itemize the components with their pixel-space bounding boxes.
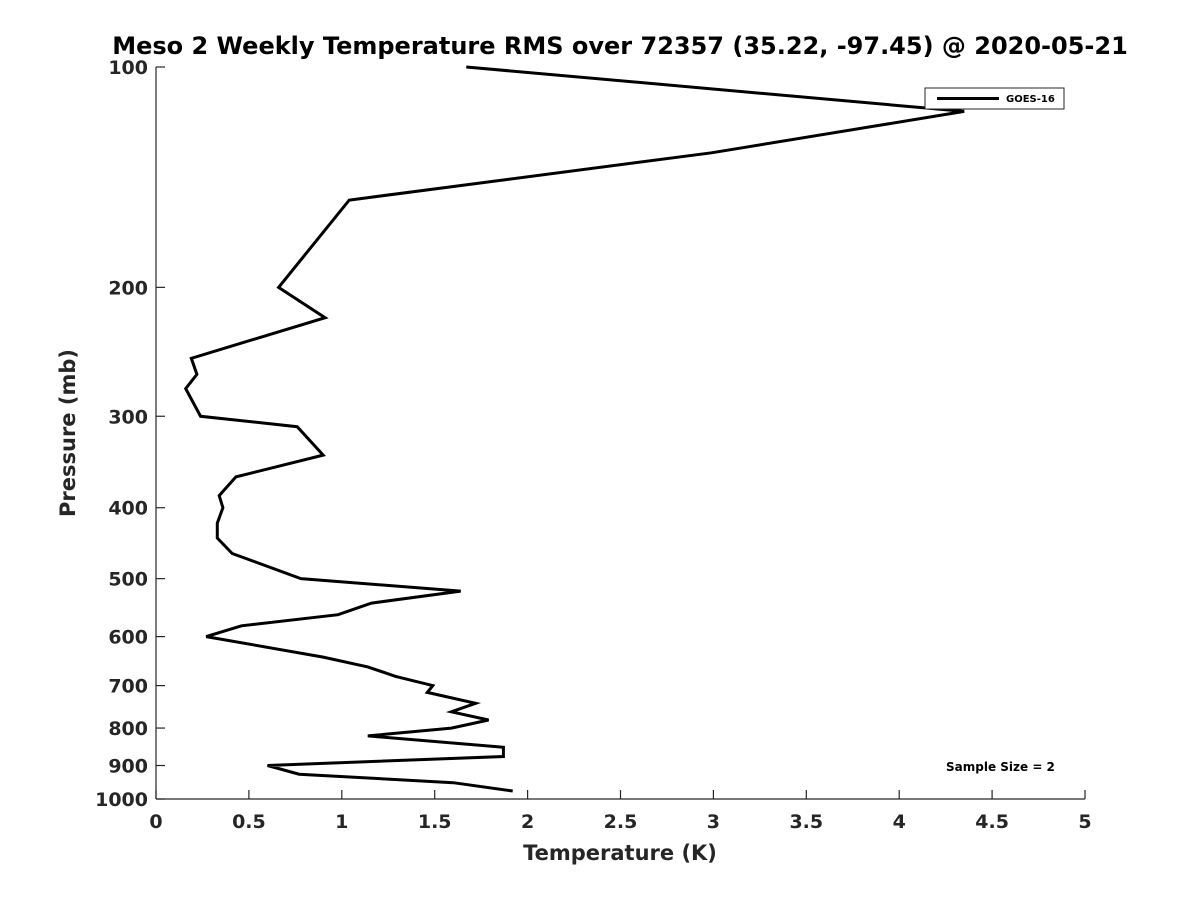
y-tick-label: 500	[108, 569, 148, 591]
y-tick-label: 400	[108, 498, 148, 520]
plot-area: 0 0.5 1 1.5 2 2.5 3 3.5 4 4.5 5 100 200 300 400 500 600…	[95, 57, 1092, 833]
x-axis-ticks: 0 0.5 1 1.5 2 2.5 3 3.5 4 4.5 5	[149, 790, 1092, 833]
legend-label-goes-16: GOES-16	[1006, 94, 1055, 105]
y-axis-ticks: 100 200 300 400 500 600 700 800 900 1000	[95, 57, 165, 811]
sample-size-annotation: Sample Size = 2	[946, 760, 1055, 774]
y-tick-label: 600	[108, 627, 148, 649]
x-tick-label: 0	[149, 811, 162, 833]
y-tick-label: 200	[108, 277, 148, 299]
y-axis-label: Pressure (mb)	[56, 349, 80, 517]
series-line-goes-16	[183, 65, 965, 793]
x-tick-label: 2	[521, 811, 534, 833]
series-layer	[183, 65, 965, 793]
x-tick-label: 1	[335, 811, 348, 833]
chart-title: Meso 2 Weekly Temperature RMS over 72357…	[112, 32, 1128, 60]
y-tick-label: 900	[108, 756, 148, 778]
x-tick-label: 3.5	[789, 811, 823, 833]
x-tick-label: 0.5	[232, 811, 266, 833]
x-tick-label: 3	[707, 811, 720, 833]
y-tick-label: 100	[108, 57, 148, 79]
legend: GOES-16	[924, 87, 1065, 110]
y-tick-label: 1000	[95, 789, 148, 811]
x-tick-label: 5	[1078, 811, 1091, 833]
y-tick-label: 700	[108, 676, 148, 698]
x-tick-label: 1.5	[418, 811, 452, 833]
x-tick-label: 4	[893, 811, 906, 833]
x-tick-label: 4.5	[975, 811, 1009, 833]
x-tick-label: 2.5	[604, 811, 638, 833]
y-tick-label: 800	[108, 718, 148, 740]
y-tick-label: 300	[108, 406, 148, 428]
x-axis-label: Temperature (K)	[523, 841, 717, 865]
